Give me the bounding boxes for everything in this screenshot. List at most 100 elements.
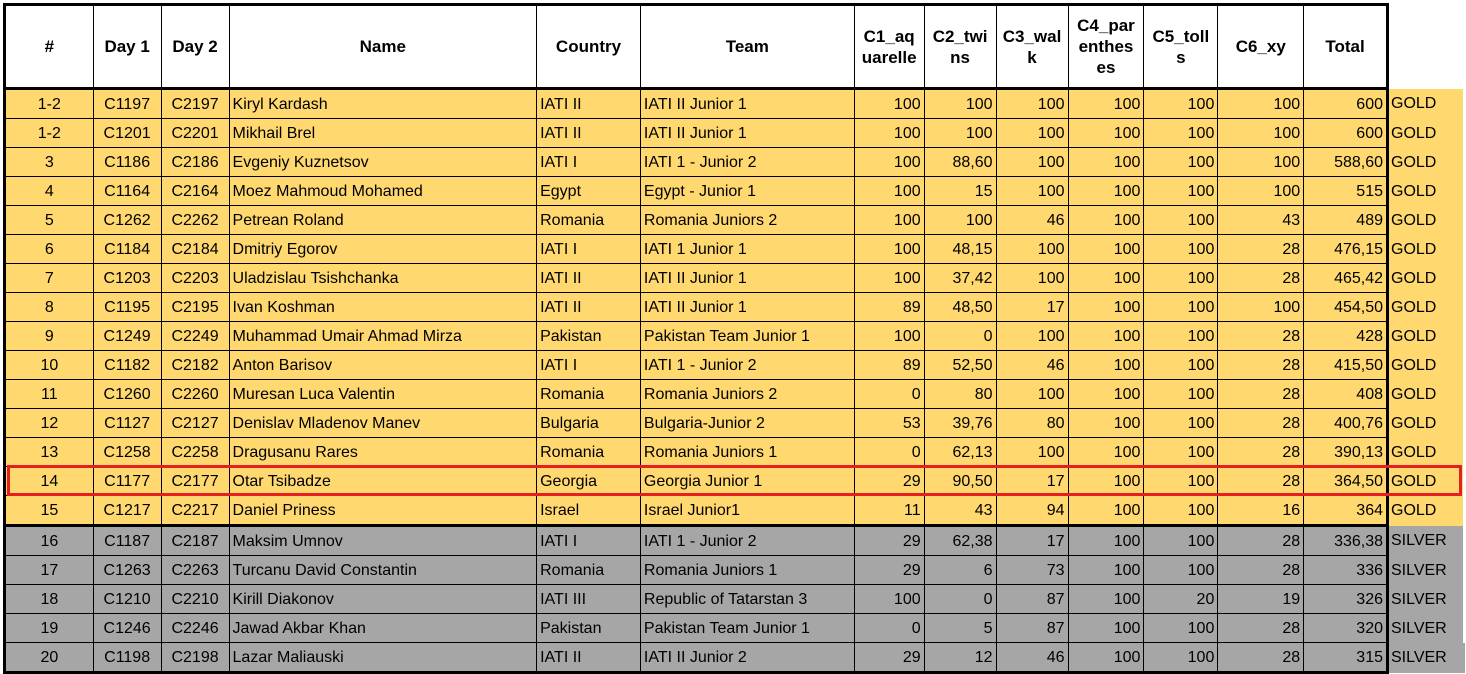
rank-cell[interactable]: 19 [3,613,94,643]
header-name[interactable]: Name [228,3,538,90]
table-row[interactable]: 7 C1203 C2203 Uladzislau Tsishchanka IATI II… [3,263,1465,293]
c3-score-cell[interactable]: 100 [995,437,1069,467]
c3-score-cell[interactable]: 100 [995,379,1069,409]
c4-score-cell[interactable]: 100 [1067,408,1145,438]
c4-score-cell[interactable]: 100 [1067,321,1145,351]
header-c3[interactable]: C3_wal k [995,3,1069,90]
day2-cell[interactable]: C2201 [160,118,230,148]
table-row[interactable]: 6 C1184 C2184 Dmitriy Egorov IATI I IATI 1 Ju… [3,234,1465,264]
table-row[interactable]: 16 C1187 C2187 Maksim Umnov IATI I IATI 1 - J… [3,525,1465,556]
c4-score-cell[interactable]: 100 [1067,176,1145,206]
c4-score-cell[interactable]: 100 [1067,437,1145,467]
c1-score-cell[interactable]: 100 [853,88,925,119]
c2-score-cell[interactable]: 12 [923,642,997,674]
name-cell[interactable]: Otar Tsibadze [228,466,538,496]
c4-score-cell[interactable]: 100 [1067,88,1145,119]
c3-score-cell[interactable]: 100 [995,263,1069,293]
team-cell[interactable]: IATI II Junior 1 [639,118,855,148]
day2-cell[interactable]: C2210 [160,584,230,614]
c1-score-cell[interactable]: 100 [853,176,925,206]
day2-cell[interactable]: C2246 [160,613,230,643]
total-cell[interactable]: 489 [1303,205,1389,235]
c1-score-cell[interactable]: 0 [853,613,925,643]
c5-score-cell[interactable]: 100 [1143,147,1219,177]
country-cell[interactable]: Romania [536,555,641,585]
c3-score-cell[interactable]: 17 [995,292,1069,322]
c3-score-cell[interactable]: 87 [995,584,1069,614]
team-cell[interactable]: Bulgaria-Junior 2 [639,408,855,438]
c6-score-cell[interactable]: 28 [1217,263,1305,293]
day2-cell[interactable]: C2186 [160,147,230,177]
total-cell[interactable]: 408 [1303,379,1389,409]
c5-score-cell[interactable]: 100 [1143,176,1219,206]
c2-score-cell[interactable]: 15 [923,176,997,206]
c4-score-cell[interactable]: 100 [1067,613,1145,643]
c6-score-cell[interactable]: 100 [1217,147,1305,177]
medal-cell[interactable]: GOLD [1387,466,1465,496]
total-cell[interactable]: 364 [1303,495,1389,527]
table-row[interactable]: 14 C1177 C2177 Otar Tsibadze Georgia Georgia … [3,466,1465,496]
c5-score-cell[interactable]: 100 [1143,88,1219,119]
c4-score-cell[interactable]: 100 [1067,584,1145,614]
c5-score-cell[interactable]: 100 [1143,613,1219,643]
c6-score-cell[interactable]: 28 [1217,555,1305,585]
c3-score-cell[interactable]: 87 [995,613,1069,643]
medal-cell[interactable]: GOLD [1387,263,1465,293]
name-cell[interactable]: Kiryl Kardash [228,88,538,119]
day2-cell[interactable]: C2217 [160,495,230,527]
day1-cell[interactable]: C1184 [92,234,162,264]
team-cell[interactable]: IATI 1 Junior 1 [639,234,855,264]
c1-score-cell[interactable]: 100 [853,263,925,293]
c4-score-cell[interactable]: 100 [1067,642,1145,674]
name-cell[interactable]: Lazar Maliauski [228,642,538,674]
rank-cell[interactable]: 11 [3,379,94,409]
team-cell[interactable]: IATI II Junior 1 [639,88,855,119]
c2-score-cell[interactable]: 6 [923,555,997,585]
medal-cell[interactable]: GOLD [1387,147,1465,177]
team-cell[interactable]: IATI II Junior 1 [639,292,855,322]
day1-cell[interactable]: C1203 [92,263,162,293]
c3-score-cell[interactable]: 46 [995,350,1069,380]
c3-score-cell[interactable]: 80 [995,408,1069,438]
c4-score-cell[interactable]: 100 [1067,234,1145,264]
c3-score-cell[interactable]: 100 [995,118,1069,148]
table-row[interactable]: 10 C1182 C2182 Anton Barisov IATI I IATI 1 - … [3,350,1465,380]
table-row[interactable]: 15 C1217 C2217 Daniel Priness Israel Israel J… [3,495,1465,527]
country-cell[interactable]: IATI I [536,525,641,556]
medal-cell[interactable]: SILVER [1387,584,1465,614]
country-cell[interactable]: Egypt [536,176,641,206]
table-row[interactable]: 3 C1186 C2186 Evgeniy Kuznetsov IATI I IATI 1… [3,147,1465,177]
c4-score-cell[interactable]: 100 [1067,525,1145,556]
day1-cell[interactable]: C1210 [92,584,162,614]
medal-cell[interactable]: GOLD [1387,408,1465,438]
team-cell[interactable]: Romania Juniors 1 [639,437,855,467]
country-cell[interactable]: IATI II [536,292,641,322]
c5-score-cell[interactable]: 20 [1143,584,1219,614]
country-cell[interactable]: Pakistan [536,613,641,643]
team-cell[interactable]: Republic of Tatarstan 3 [639,584,855,614]
medal-cell[interactable]: GOLD [1387,205,1465,235]
c1-score-cell[interactable]: 100 [853,321,925,351]
country-cell[interactable]: Israel [536,495,641,527]
c2-score-cell[interactable]: 0 [923,584,997,614]
c5-score-cell[interactable]: 100 [1143,205,1219,235]
total-cell[interactable]: 515 [1303,176,1389,206]
day1-cell[interactable]: C1164 [92,176,162,206]
header-c1[interactable]: C1_aq uarelle [853,3,925,90]
c6-score-cell[interactable]: 19 [1217,584,1305,614]
c2-score-cell[interactable]: 62,13 [923,437,997,467]
c5-score-cell[interactable]: 100 [1143,642,1219,674]
c4-score-cell[interactable]: 100 [1067,379,1145,409]
day1-cell[interactable]: C1127 [92,408,162,438]
total-cell[interactable]: 400,76 [1303,408,1389,438]
c6-score-cell[interactable]: 28 [1217,408,1305,438]
c3-score-cell[interactable]: 46 [995,642,1069,674]
country-cell[interactable]: IATI I [536,350,641,380]
c3-score-cell[interactable]: 94 [995,495,1069,527]
c1-score-cell[interactable]: 100 [853,234,925,264]
header-total[interactable]: Total [1303,3,1389,90]
country-cell[interactable]: IATI II [536,642,641,674]
c3-score-cell[interactable]: 100 [995,234,1069,264]
team-cell[interactable]: IATI 1 - Junior 2 [639,147,855,177]
c2-score-cell[interactable]: 100 [923,205,997,235]
